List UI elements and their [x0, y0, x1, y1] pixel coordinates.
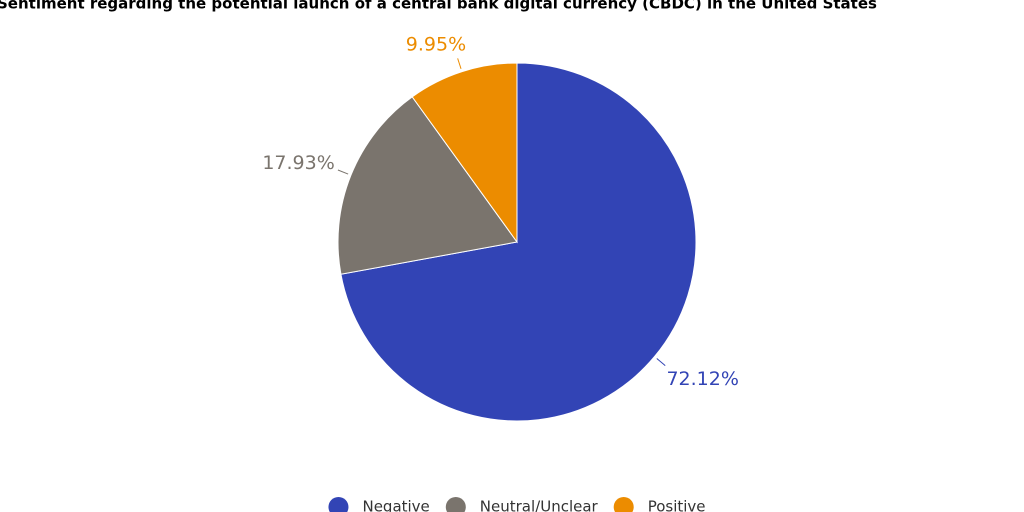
legend: Negative Neutral/Unclear Positive: [328, 497, 706, 512]
legend-label: Positive: [648, 498, 706, 512]
legend-swatch: [328, 497, 349, 512]
leader-line: [656, 358, 666, 366]
pie-slice: [337, 96, 518, 275]
leader-line: [457, 58, 462, 69]
legend-label: Neutral/Unclear: [480, 498, 599, 512]
pie: 72.12% 17.93% 9.95%: [262, 33, 739, 422]
legend-swatch: [445, 497, 466, 512]
data-label: 9.95%: [406, 33, 466, 55]
pie-slice: [411, 62, 518, 244]
legend-item: Neutral/Unclear: [445, 497, 599, 512]
legend-item: Negative: [328, 497, 430, 512]
legend-label: Negative: [362, 498, 429, 512]
pie-slice: [340, 62, 697, 422]
legend-item: Positive: [613, 497, 706, 512]
chart-title: Sentiment regarding the potential launch…: [0, 0, 877, 13]
legend-swatch: [613, 497, 634, 512]
data-label: 17.93%: [262, 152, 334, 174]
data-label: 72.12%: [666, 368, 738, 390]
leader-line: [337, 169, 349, 175]
